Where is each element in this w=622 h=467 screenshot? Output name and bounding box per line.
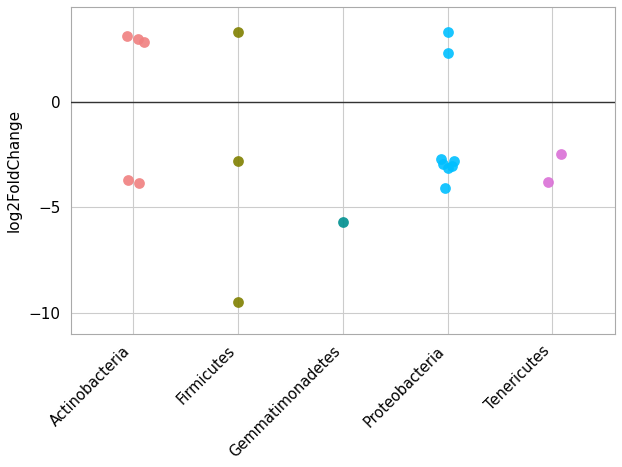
- Point: [443, 50, 453, 57]
- Point: [139, 38, 149, 45]
- Point: [555, 151, 565, 158]
- Point: [447, 163, 457, 170]
- Point: [233, 298, 243, 306]
- Point: [233, 28, 243, 36]
- Point: [543, 178, 553, 185]
- Point: [443, 28, 453, 36]
- Point: [233, 157, 243, 164]
- Point: [132, 35, 142, 42]
- Point: [123, 176, 133, 184]
- Point: [436, 155, 446, 163]
- Point: [134, 179, 144, 187]
- Y-axis label: log2FoldChange: log2FoldChange: [7, 109, 22, 232]
- Point: [449, 157, 459, 164]
- Point: [338, 218, 348, 226]
- Point: [122, 33, 132, 40]
- Point: [440, 184, 450, 192]
- Point: [443, 164, 453, 172]
- Point: [439, 160, 448, 168]
